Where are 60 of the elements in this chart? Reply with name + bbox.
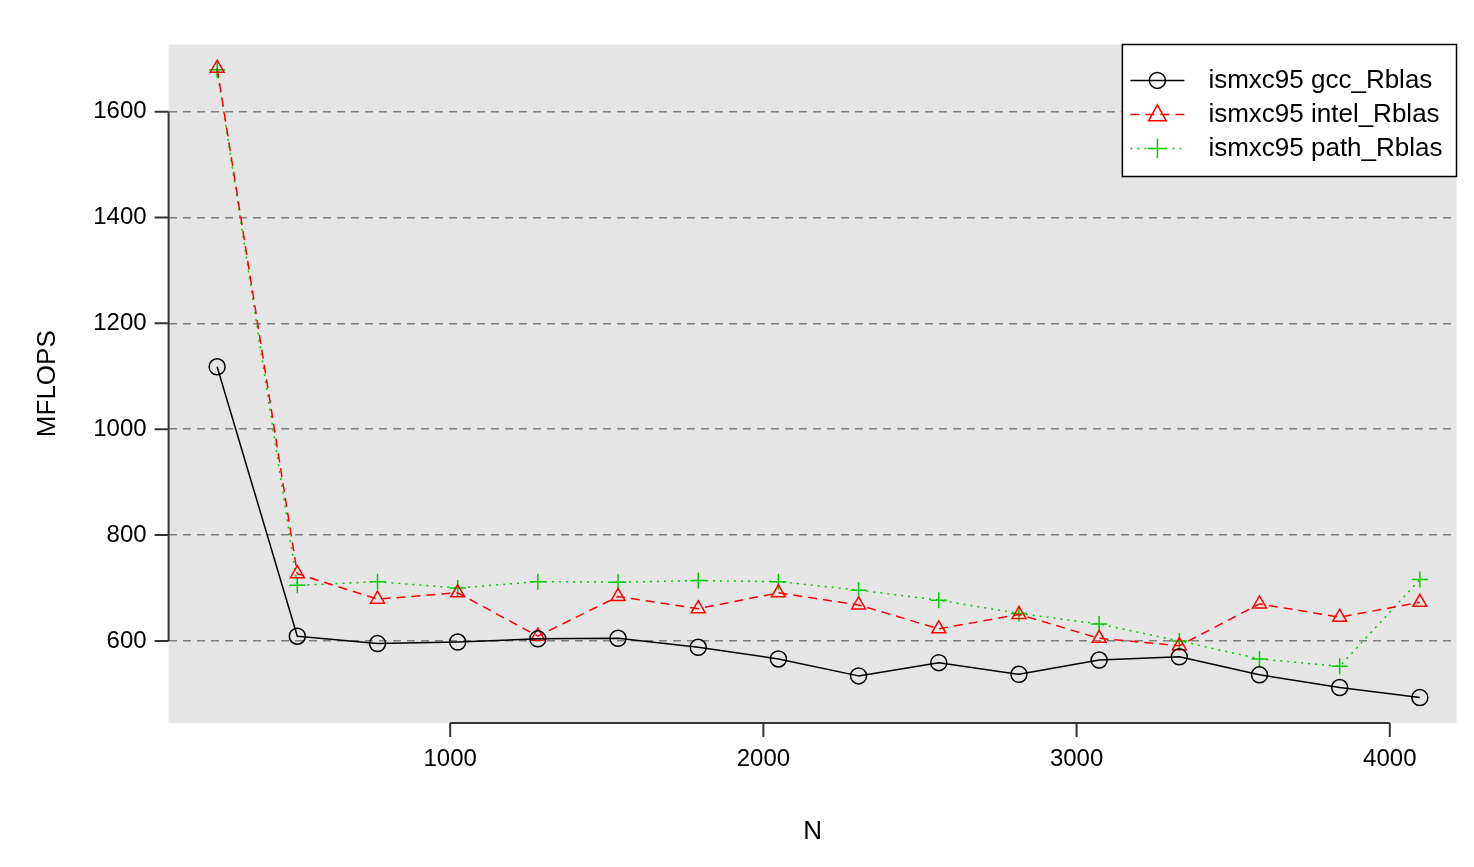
x-tick-label: 3000	[1049, 744, 1104, 772]
point	[1170, 648, 1189, 666]
point	[1090, 651, 1108, 669]
y-tick-label: 800	[106, 519, 147, 547]
y-tick-label: 1400	[93, 202, 147, 230]
x-tick-label: 4000	[1363, 744, 1417, 772]
point	[769, 650, 788, 668]
point	[1010, 665, 1028, 684]
point	[689, 571, 707, 590]
point	[930, 591, 948, 609]
point	[609, 573, 627, 591]
point	[448, 579, 467, 597]
point	[368, 634, 387, 653]
point	[209, 59, 225, 73]
y-axis-title: MFLOPS	[30, 330, 61, 438]
point	[369, 590, 386, 604]
point	[689, 638, 707, 657]
x-tick-label: 1000	[423, 744, 477, 772]
point	[1090, 615, 1108, 633]
point	[1411, 570, 1429, 589]
y-tick-label: 1000	[93, 413, 147, 441]
point	[1251, 595, 1268, 609]
point	[849, 667, 868, 685]
x-axis-title: N	[803, 814, 822, 845]
y-tick-label: 1600	[93, 96, 147, 124]
y-tick-label: 1200	[93, 307, 147, 335]
point	[769, 572, 788, 591]
point	[770, 584, 787, 598]
point	[1091, 629, 1107, 644]
point	[530, 627, 546, 641]
point	[1411, 688, 1429, 707]
point	[1250, 650, 1269, 668]
point	[1412, 593, 1428, 608]
point	[690, 599, 706, 614]
point	[930, 653, 948, 672]
point	[1330, 678, 1349, 697]
point	[1330, 657, 1349, 676]
point	[529, 572, 547, 591]
legend-label: ismxc95 intel_Rblas	[1208, 97, 1440, 128]
point	[289, 564, 305, 579]
point	[208, 358, 226, 376]
x-tick-label: 2000	[736, 744, 791, 772]
legend-label: ismxc95 gcc_Rblas	[1208, 63, 1433, 94]
point	[1250, 666, 1269, 684]
point	[1170, 632, 1189, 650]
point	[288, 627, 307, 645]
point	[288, 576, 307, 595]
point	[208, 61, 226, 79]
point	[368, 572, 387, 591]
point	[448, 633, 467, 651]
point	[1332, 608, 1348, 622]
point	[610, 587, 626, 602]
point	[931, 620, 947, 634]
point	[450, 584, 466, 598]
point	[850, 596, 867, 610]
y-tick-label: 600	[106, 625, 147, 653]
point	[529, 630, 547, 648]
point	[609, 629, 627, 648]
legend-label: ismxc95 path_Rblas	[1208, 131, 1443, 162]
point	[849, 581, 868, 599]
